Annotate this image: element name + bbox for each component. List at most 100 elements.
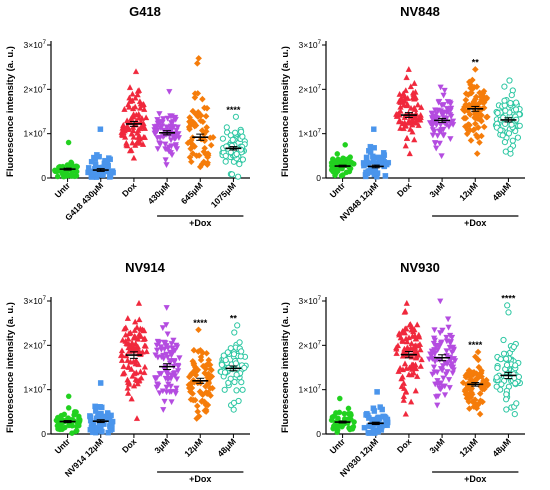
panel-g418: G418 Fluorescence intensity (a. u.) 0 1×107… xyxy=(5,4,250,228)
data-point xyxy=(130,344,138,351)
data-point xyxy=(125,363,132,370)
data-point xyxy=(432,394,440,401)
data-point xyxy=(332,158,338,165)
data-point xyxy=(186,381,194,389)
data-point xyxy=(170,358,178,365)
data-point xyxy=(94,414,101,421)
data-point xyxy=(400,101,408,108)
data-point xyxy=(513,99,520,106)
series-g418-430-m xyxy=(85,126,116,180)
data-point xyxy=(231,378,238,386)
series-3-m xyxy=(426,84,457,160)
data-point xyxy=(205,356,213,364)
data-point xyxy=(371,126,377,132)
data-point xyxy=(127,97,134,104)
data-point xyxy=(121,325,128,332)
series-48-m xyxy=(493,302,524,418)
data-point xyxy=(414,373,421,379)
data-point xyxy=(515,373,523,380)
data-point xyxy=(224,349,231,356)
data-point xyxy=(403,365,410,371)
data-point xyxy=(129,90,136,97)
data-point xyxy=(228,171,236,178)
data-point xyxy=(174,124,181,131)
x-tick-label: 1075μM xyxy=(209,180,238,209)
data-point xyxy=(104,159,110,165)
data-point xyxy=(132,360,139,367)
data-point xyxy=(431,140,439,146)
data-point xyxy=(497,356,504,363)
data-point xyxy=(121,369,128,376)
x-tick-label: 3μM xyxy=(152,436,171,455)
y-tick-label: 0 xyxy=(41,173,46,183)
data-point xyxy=(361,424,368,431)
data-point xyxy=(431,358,439,365)
data-point xyxy=(54,173,61,180)
data-point xyxy=(431,327,438,334)
data-point xyxy=(502,120,509,128)
data-point xyxy=(202,383,209,390)
data-point xyxy=(159,134,167,141)
data-point xyxy=(133,415,141,421)
y-tick-label: 2×107 xyxy=(24,84,47,94)
data-point xyxy=(367,149,374,155)
data-point xyxy=(241,364,248,371)
data-point xyxy=(494,109,501,117)
data-point xyxy=(374,416,381,422)
data-point xyxy=(483,95,491,103)
data-point xyxy=(207,141,215,149)
data-point xyxy=(234,322,241,329)
data-point xyxy=(157,141,164,148)
data-point xyxy=(184,139,192,147)
data-point xyxy=(128,146,135,153)
data-point xyxy=(476,139,483,146)
series-nv914-12-m xyxy=(87,380,116,436)
data-point xyxy=(440,375,447,382)
group-label: +Dox xyxy=(464,218,486,228)
data-point xyxy=(97,380,104,386)
data-point xyxy=(331,413,337,419)
data-point xyxy=(510,343,518,350)
data-point xyxy=(199,95,206,103)
data-point xyxy=(404,119,412,126)
data-point xyxy=(193,152,201,160)
data-point xyxy=(158,123,166,130)
series-untr xyxy=(53,393,83,436)
data-point xyxy=(462,114,470,122)
data-point xyxy=(411,136,418,143)
data-point xyxy=(164,331,171,338)
data-point xyxy=(55,167,61,173)
data-point xyxy=(393,344,400,351)
series-430-m xyxy=(151,89,182,169)
data-point xyxy=(232,113,239,120)
data-point xyxy=(209,133,217,141)
data-point xyxy=(383,416,389,422)
data-point xyxy=(440,132,447,139)
data-point xyxy=(437,341,445,347)
data-point xyxy=(417,362,424,369)
data-point xyxy=(237,353,244,360)
x-tick-label: Untr xyxy=(328,436,348,456)
data-point xyxy=(136,132,143,139)
data-point xyxy=(478,373,485,381)
data-point xyxy=(164,115,171,122)
data-point xyxy=(512,362,519,369)
data-point xyxy=(123,141,130,148)
data-point xyxy=(503,361,511,369)
data-point xyxy=(61,411,68,418)
panel-nv914: NV914 Fluorescence intensity (a. u.) 0 1×10… xyxy=(5,260,250,484)
data-point xyxy=(396,330,403,336)
data-point xyxy=(230,351,238,358)
significance-label: ** xyxy=(472,57,480,67)
data-point xyxy=(154,135,161,142)
data-point xyxy=(128,115,135,121)
data-point xyxy=(505,309,512,316)
y-axis-label: Fluorescence intensity (a. u.) xyxy=(280,46,291,177)
data-point xyxy=(165,381,172,388)
data-point xyxy=(466,111,474,118)
data-point xyxy=(190,361,198,369)
data-point xyxy=(206,384,214,392)
panel-nv848: NV848 Fluorescence intensity (a. u.) 0 1×10… xyxy=(280,4,525,228)
data-point xyxy=(461,387,469,395)
data-point xyxy=(473,150,481,157)
